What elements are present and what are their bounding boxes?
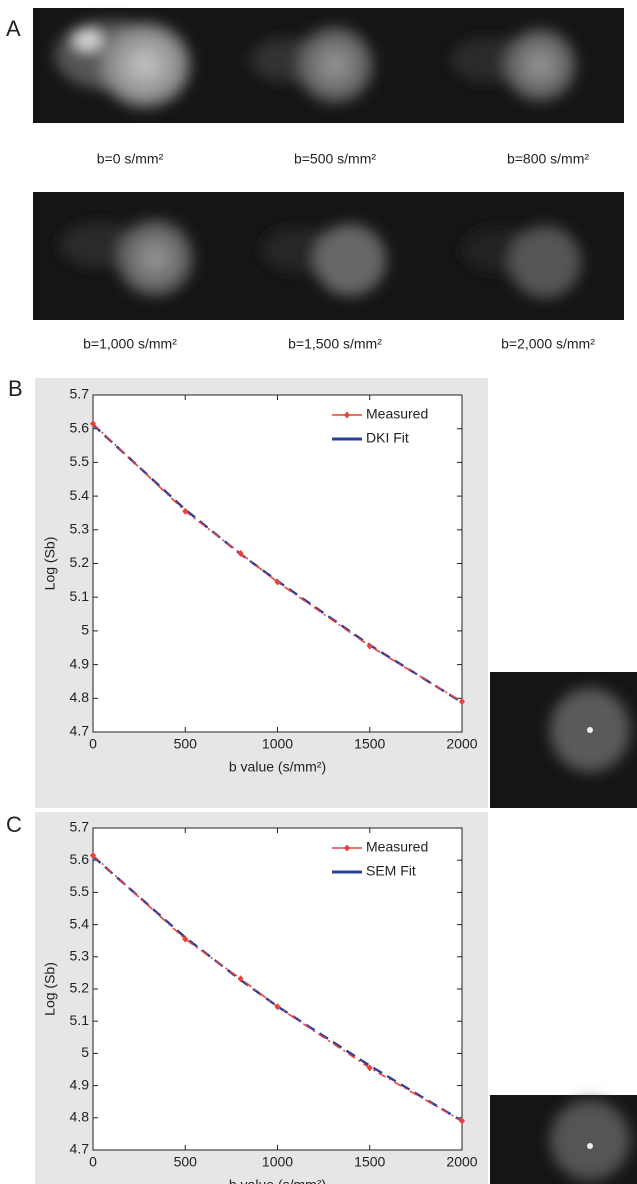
y-tick-label: 5.3 (70, 521, 90, 537)
image-caption: b=500 s/mm² (294, 151, 376, 167)
x-tick-label: 1000 (262, 1154, 293, 1170)
y-tick-label: 5.1 (70, 1012, 90, 1028)
legend-swatch (344, 411, 350, 419)
y-axis-label: Log (Sb) (42, 537, 58, 591)
legend-label: Measured (366, 406, 428, 422)
x-tick-label: 0 (89, 1154, 97, 1170)
y-tick-label: 4.7 (70, 723, 90, 739)
legend-swatch (344, 844, 350, 852)
y-tick-label: 5.7 (70, 386, 90, 402)
marker (366, 1064, 373, 1072)
series-line (92, 423, 463, 703)
marker (182, 935, 189, 943)
y-tick-label: 5.4 (70, 487, 90, 503)
series-line (92, 854, 463, 1122)
x-tick-label: 500 (174, 736, 198, 752)
x-tick-label: 2000 (446, 1154, 477, 1170)
y-tick-label: 5.7 (70, 819, 90, 835)
x-tick-label: 1000 (262, 736, 293, 752)
y-tick-label: 5 (81, 1044, 89, 1060)
marker (237, 975, 244, 983)
y-tick-label: 4.9 (70, 1076, 90, 1092)
marker (237, 549, 244, 557)
y-axis-label: Log (Sb) (42, 962, 58, 1016)
marker (459, 698, 465, 706)
x-tick-label: 2000 (446, 736, 477, 752)
marker (90, 851, 96, 859)
marker (366, 642, 373, 650)
legend-label: DKI Fit (366, 430, 409, 446)
image-caption: b=0 s/mm² (97, 151, 164, 167)
x-tick-label: 0 (89, 736, 97, 752)
y-tick-label: 5.2 (70, 980, 90, 996)
x-tick-label: 1500 (354, 736, 385, 752)
y-tick-label: 5.4 (70, 915, 90, 931)
y-tick-label: 4.8 (70, 1109, 90, 1125)
y-tick-label: 5.5 (70, 453, 90, 469)
mri-strip-1 (33, 8, 624, 123)
legend-label: Measured (366, 839, 428, 855)
marker (182, 507, 189, 515)
mri-strip-2 (33, 192, 624, 320)
image-caption: b=2,000 s/mm² (501, 336, 595, 352)
marker (274, 578, 281, 586)
image-caption: b=1,500 s/mm² (288, 336, 382, 352)
panel-label: B (8, 376, 23, 401)
plot-area (92, 827, 463, 1151)
marker (90, 420, 96, 428)
image-caption: b=1,000 s/mm² (83, 336, 177, 352)
y-tick-label: 5.6 (70, 419, 90, 435)
y-tick-label: 4.8 (70, 689, 90, 705)
x-axis-label: b value (s/mm²) (229, 759, 326, 775)
y-tick-label: 5.6 (70, 851, 90, 867)
y-tick-label: 5.2 (70, 554, 90, 570)
legend-label: SEM Fit (366, 863, 416, 879)
x-tick-label: 500 (174, 1154, 198, 1170)
image-caption: b=800 s/mm² (507, 151, 589, 167)
x-axis-label: b value (s/mm²) (229, 1177, 326, 1184)
y-tick-label: 5.3 (70, 948, 90, 964)
panel-label: A (6, 16, 21, 41)
mri-thumbnail (490, 1095, 637, 1184)
panel-label: C (6, 812, 22, 837)
plot-area (92, 394, 463, 733)
y-tick-label: 5.5 (70, 883, 90, 899)
y-tick-label: 5 (81, 622, 89, 638)
marker (459, 1117, 465, 1125)
marker (274, 1003, 281, 1011)
y-tick-label: 4.9 (70, 655, 90, 671)
y-tick-label: 4.7 (70, 1141, 90, 1157)
x-tick-label: 1500 (354, 1154, 385, 1170)
y-tick-label: 5.1 (70, 588, 90, 604)
mri-thumbnail (490, 672, 637, 808)
